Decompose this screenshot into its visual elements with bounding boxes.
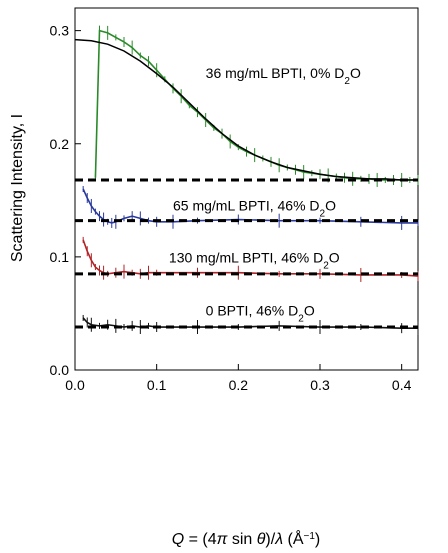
y-tick-label: 0.3 — [50, 23, 70, 39]
series-line — [94, 29, 418, 181]
x-axis-label: Q = (4π sin θ)/λ (Å−1) — [172, 529, 321, 548]
y-tick-label: 0.2 — [50, 136, 70, 152]
y-axis-ticks: 0.0 0.1 0.2 0.3 — [50, 23, 81, 378]
x-axis-ticks: 0.0 0.1 0.2 0.3 0.4 — [65, 364, 412, 393]
y-axis-label: Scattering Intensity, I — [9, 114, 26, 262]
x-tick-label: 0.4 — [392, 377, 412, 393]
series-annotation: 130 mg/mL BPTI, 46% D2O — [169, 250, 340, 272]
y-axis-label-text: Scattering Intensity, I — [9, 114, 26, 262]
annotations: 36 mg/mL BPTI, 0% D2O 65 mg/mL BPTI, 46% … — [169, 65, 361, 324]
series-1 — [94, 25, 419, 187]
x-tick-label: 0.0 — [65, 377, 85, 393]
x-tick-label: 0.3 — [310, 377, 330, 393]
reference-lines — [75, 178, 418, 329]
x-tick-label: 0.2 — [229, 377, 249, 393]
fit-layer — [74, 38, 418, 181]
y-tick-label: 0.0 — [50, 362, 70, 378]
series-annotation: 0 BPTI, 46% D2O — [206, 303, 315, 325]
x-tick-label: 0.1 — [147, 377, 167, 393]
series-annotation: 36 mg/mL BPTI, 0% D2O — [206, 65, 361, 87]
y-tick-label: 0.1 — [50, 249, 70, 265]
fit-curve — [74, 38, 418, 181]
plot-area-frame — [74, 7, 419, 371]
series-annotation: 65 mg/mL BPTI, 46% D2O — [173, 197, 336, 219]
